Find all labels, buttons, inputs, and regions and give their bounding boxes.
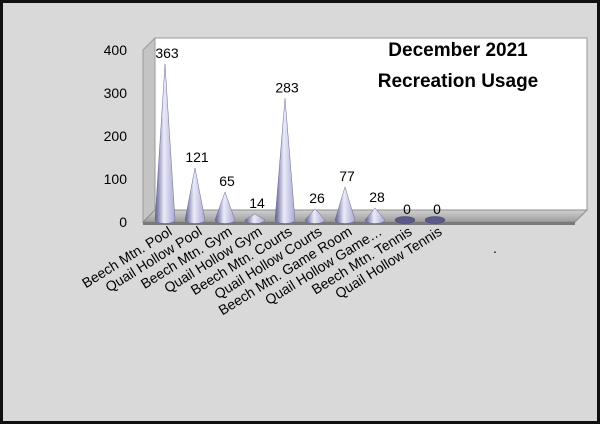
- side-wall: [142, 36, 156, 224]
- data-label: 0: [433, 201, 441, 217]
- cone-bar: [214, 191, 236, 224]
- data-label: 0: [403, 201, 411, 217]
- cone-bar: [334, 186, 356, 224]
- y-tick-label: 0: [119, 214, 127, 230]
- y-tick-label: 400: [104, 42, 128, 58]
- data-label: 28: [369, 189, 385, 205]
- chart-title-line: Recreation Usage: [378, 71, 539, 92]
- cone-bar: [394, 216, 416, 224]
- data-label: 26: [309, 190, 325, 206]
- y-tick-label: 300: [104, 85, 128, 101]
- cone-bar: [244, 213, 266, 224]
- chart-title-line: December 2021: [388, 40, 528, 61]
- y-tick-label: 100: [104, 171, 128, 187]
- data-label: 283: [275, 79, 299, 95]
- cone-bar: [364, 207, 386, 224]
- data-label: 14: [249, 195, 265, 211]
- cone-bar: [274, 98, 296, 224]
- data-label: 65: [219, 173, 235, 189]
- data-label: 77: [339, 168, 355, 184]
- x-extra-tick-label: .: [493, 240, 497, 256]
- data-label: 121: [185, 149, 209, 165]
- data-label: 363: [155, 45, 179, 61]
- y-tick-label: 200: [104, 128, 128, 144]
- cone-bar: [424, 216, 446, 224]
- floor-edge: [143, 222, 575, 225]
- cone-bar: [304, 208, 326, 224]
- cone-bar: [154, 63, 176, 224]
- cone-bar: [184, 167, 206, 224]
